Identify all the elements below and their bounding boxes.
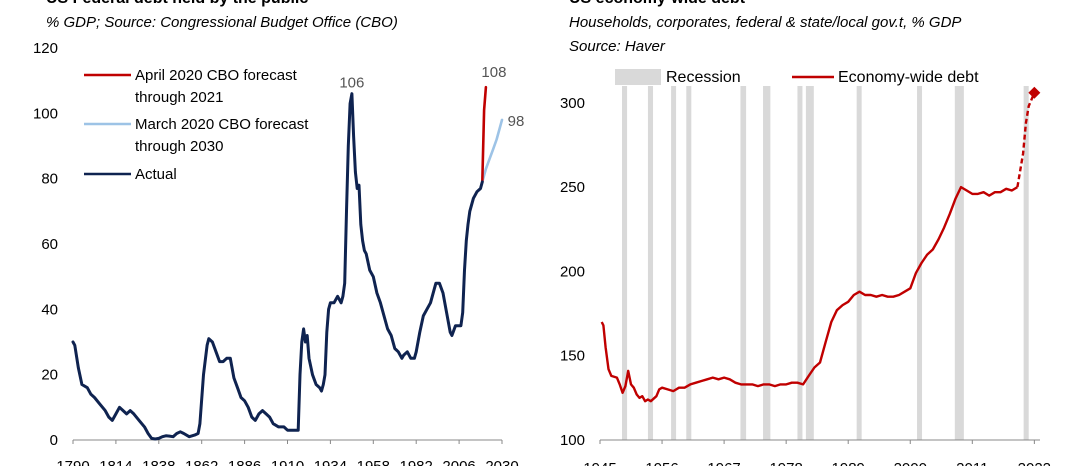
legend-label: Recession — [666, 69, 741, 86]
x-tick-label: 2011 — [956, 460, 988, 466]
recession-bar — [622, 86, 628, 440]
recession-bar — [797, 86, 803, 440]
recession-bar — [805, 86, 814, 440]
recession-bar — [740, 86, 747, 440]
series-line-actual — [71, 92, 484, 441]
y-tick-label: 250 — [560, 179, 585, 196]
recession-bar — [917, 86, 923, 440]
x-tick-label: 2000 — [894, 460, 927, 466]
x-tick-label: 1982 — [400, 458, 433, 466]
legend-label: March 2020 CBO forecast — [135, 116, 309, 133]
y-tick-label: 200 — [560, 263, 585, 280]
economy-debt-chart: 100 150 200 250 300 1945 1956 1967 1978 1989 2000 2… — [560, 69, 1051, 466]
series-line-april-forecast — [480, 85, 488, 184]
series-line-projection — [1016, 92, 1036, 188]
recession-bar — [856, 86, 862, 440]
y-tick-label: 150 — [560, 348, 585, 365]
projection-marker — [1028, 86, 1041, 99]
x-tick-label: 1945 — [583, 460, 616, 466]
x-tick-label: 1967 — [707, 460, 740, 466]
x-tick-label: 2022 — [1018, 460, 1051, 466]
data-label: 108 — [481, 64, 506, 81]
legend-label: April 2020 CBO forecast — [135, 67, 298, 84]
x-tick-label: 1790 — [56, 458, 89, 466]
x-tick-label: 1814 — [99, 458, 132, 466]
legend-label: Economy-wide debt — [838, 69, 979, 86]
x-tick-label: 1978 — [769, 460, 802, 466]
x-tick-label: 1910 — [271, 458, 304, 466]
x-tick-label: 1838 — [142, 458, 175, 466]
chart-panel-economy-debt: US economy-wide debt Households, corpora… — [540, 0, 1080, 466]
y-tick-label: 120 — [33, 40, 58, 57]
recession-bar — [686, 86, 692, 440]
x-tick-label: 1989 — [832, 460, 865, 466]
x-tick-label: 1958 — [357, 458, 390, 466]
data-label: 106 — [339, 75, 364, 92]
y-tick-label: 0 — [50, 432, 58, 449]
series-line-economy-debt — [600, 185, 1019, 403]
x-tick-label: 2006 — [442, 458, 475, 466]
federal-debt-chart: 0 20 40 60 80 100 120 1790 1814 1838 1862 1886 1910 1… — [33, 40, 525, 466]
chart-subtitle: Households, corporates, federal & state/… — [569, 14, 962, 31]
x-tick-label: 1934 — [314, 458, 347, 466]
chart-panel-federal-debt: US Federal debt held by the public % GDP… — [33, 0, 525, 466]
recession-bar — [1023, 86, 1029, 440]
y-tick-label: 100 — [33, 105, 58, 122]
legend-label: through 2021 — [135, 89, 223, 106]
x-tick-label: 1886 — [228, 458, 261, 466]
data-label: 98 — [508, 113, 525, 130]
legend-label: Actual — [135, 166, 177, 183]
y-tick-label: 100 — [560, 432, 585, 449]
y-tick-label: 300 — [560, 95, 585, 112]
chart-source: Source: Haver — [569, 38, 665, 55]
recession-bar — [671, 86, 677, 440]
x-tick-label: 1956 — [645, 460, 678, 466]
y-tick-label: 20 — [41, 367, 58, 384]
recession-bar — [763, 86, 771, 440]
recession-bar — [954, 86, 964, 440]
x-tick-label: 2030 — [485, 458, 518, 466]
chart-title: US Federal debt held by the public — [46, 0, 308, 8]
y-tick-label: 60 — [41, 236, 58, 253]
y-tick-label: 40 — [41, 301, 58, 318]
legend-swatch-recession — [615, 69, 661, 85]
recession-bar — [647, 86, 654, 440]
x-tick-label: 1862 — [185, 458, 218, 466]
chart-subtitle: % GDP; Source: Congressional Budget Offi… — [46, 14, 398, 31]
chart-title: US economy-wide debt — [569, 0, 745, 8]
series-line-march-forecast — [480, 118, 504, 184]
y-tick-label: 80 — [41, 171, 58, 188]
legend-label: through 2030 — [135, 138, 223, 155]
